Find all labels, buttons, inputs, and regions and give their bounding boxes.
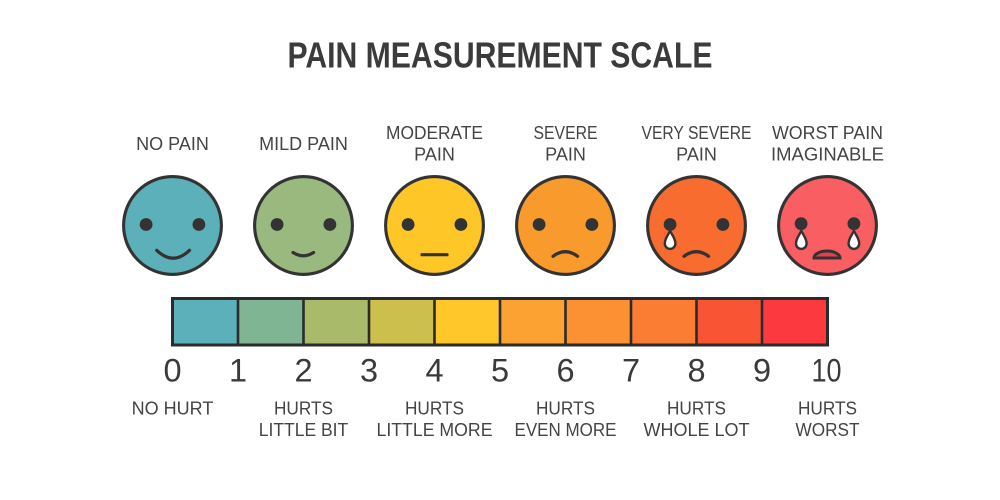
svg-text:6: 6: [556, 353, 574, 389]
svg-text:9: 9: [753, 353, 771, 389]
svg-text:LITTLE BIT: LITTLE BIT: [259, 420, 349, 440]
svg-text:WHOLE LOT: WHOLE LOT: [644, 420, 750, 440]
svg-text:10: 10: [812, 353, 842, 389]
svg-text:HURTS: HURTS: [667, 399, 726, 419]
svg-text:HURTS: HURTS: [536, 399, 595, 419]
svg-text:HURTS: HURTS: [798, 399, 857, 419]
svg-text:HURTS: HURTS: [405, 399, 464, 419]
svg-text:IMAGINABLE: IMAGINABLE: [771, 144, 884, 164]
svg-text:HURTS: HURTS: [274, 399, 333, 419]
svg-text:4: 4: [425, 353, 443, 389]
svg-text:5: 5: [491, 353, 509, 389]
svg-text:PAIN MEASUREMENT SCALE: PAIN MEASUREMENT SCALE: [288, 35, 713, 76]
svg-text:LITTLE MORE: LITTLE MORE: [377, 420, 493, 440]
svg-text:2: 2: [294, 353, 312, 389]
svg-text:3: 3: [360, 353, 378, 389]
svg-text:SEVERE: SEVERE: [534, 123, 598, 143]
svg-text:NO PAIN: NO PAIN: [136, 134, 209, 154]
svg-text:PAIN: PAIN: [676, 144, 717, 164]
svg-text:8: 8: [687, 353, 705, 389]
svg-text:WORST PAIN: WORST PAIN: [772, 123, 883, 143]
svg-text:MODERATE: MODERATE: [386, 123, 483, 143]
svg-text:7: 7: [622, 353, 640, 389]
svg-text:NO HURT: NO HURT: [132, 399, 214, 419]
svg-text:PAIN: PAIN: [545, 144, 586, 164]
svg-text:0: 0: [163, 353, 181, 389]
svg-text:EVEN MORE: EVEN MORE: [515, 420, 617, 440]
svg-text:VERY SEVERE: VERY SEVERE: [642, 123, 752, 143]
svg-text:MILD PAIN: MILD PAIN: [259, 134, 348, 154]
svg-text:WORST: WORST: [796, 420, 860, 440]
svg-text:1: 1: [229, 353, 247, 389]
svg-text:PAIN: PAIN: [414, 144, 455, 164]
